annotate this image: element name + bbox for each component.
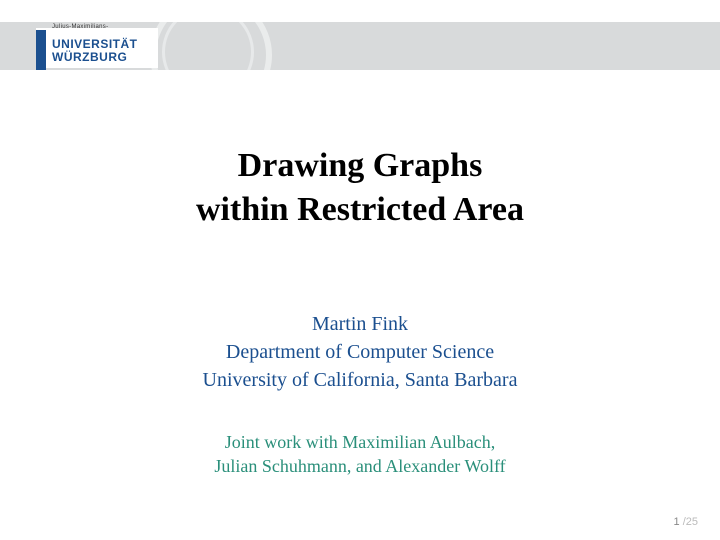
page-total: /25 [683, 516, 698, 528]
page-current: 1 [674, 516, 680, 528]
page-number: 1 /25 [674, 516, 698, 528]
title-line-1: Drawing Graphs [0, 144, 720, 188]
logo-text: UNIVERSITÄT WÜRZBURG [52, 38, 138, 64]
title-block: Drawing Graphs within Restricted Area [0, 144, 720, 232]
joint-line-1: Joint work with Maximilian Aulbach, [0, 430, 720, 454]
author-block: Martin Fink Department of Computer Scien… [0, 310, 720, 394]
joint-work-block: Joint work with Maximilian Aulbach, Juli… [0, 430, 720, 478]
author-univ: University of California, Santa Barbara [0, 366, 720, 394]
title-line-2: within Restricted Area [0, 188, 720, 232]
joint-line-2: Julian Schuhmann, and Alexander Wolff [0, 454, 720, 478]
logo-pretext: Julius-Maximilians- [52, 24, 108, 30]
author-name: Martin Fink [0, 310, 720, 338]
logo-bracket-side [36, 30, 46, 70]
author-dept: Department of Computer Science [0, 338, 720, 366]
university-seal-inner [162, 22, 254, 70]
logo-line2: WÜRZBURG [52, 51, 138, 64]
